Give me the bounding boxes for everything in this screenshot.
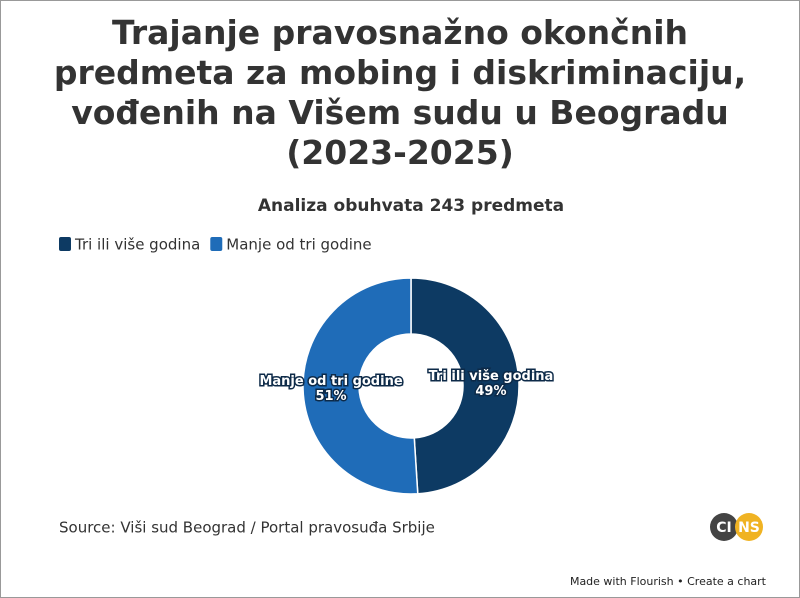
logo-circle	[710, 513, 738, 541]
value-label: 49%	[475, 384, 506, 399]
source: Source: Viši sud Beograd / Portal pravos…	[59, 519, 435, 537]
legend-label: Manje od tri godine	[226, 236, 371, 254]
slice-label: Tri ili više godina	[429, 369, 554, 384]
logo-text: CI	[716, 520, 731, 536]
chart-subtitle: Analiza obuhvata 243 predmeta	[258, 196, 564, 216]
slice	[302, 277, 419, 495]
chart-title: Trajanje pravosnažno okončnih predmeta z…	[53, 13, 747, 172]
slice-label: Manje od tri godine	[259, 374, 402, 389]
logo-text: NS	[738, 520, 760, 536]
value-label: 51%	[315, 389, 346, 404]
legend-swatch	[59, 237, 71, 251]
logo-circle	[735, 513, 763, 541]
legend-swatch	[210, 237, 223, 251]
slice	[410, 277, 520, 495]
legend-label: Tri ili više godina	[74, 236, 200, 254]
footer-link[interactable]: Made with Flourish • Create a chart	[570, 575, 767, 588]
